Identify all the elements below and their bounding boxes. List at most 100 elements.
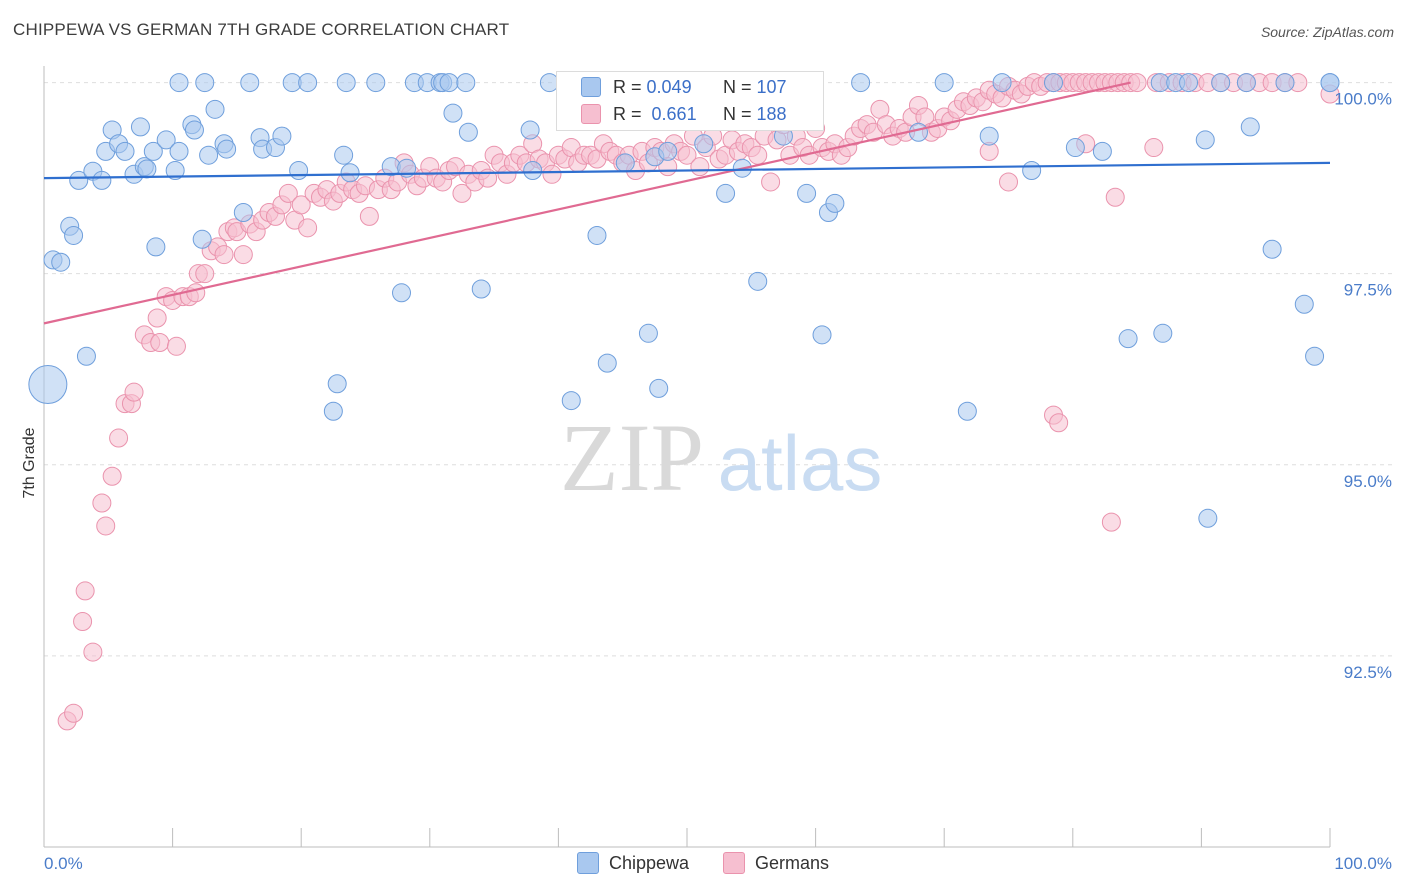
legend-r-label: R =: [613, 76, 642, 97]
germans-point: [298, 218, 318, 238]
chippewa-point: [992, 73, 1012, 93]
germans-point: [64, 703, 84, 723]
germans-point: [278, 183, 298, 203]
chippewa-point: [233, 203, 253, 223]
trendlines: [43, 81, 1331, 325]
chippewa-point: [934, 73, 954, 93]
chippewa-point: [908, 122, 928, 142]
chippewa-point: [957, 401, 977, 421]
chippewa-trendline: [43, 161, 1331, 180]
chippewa-point: [240, 73, 260, 93]
chippewa-point: [327, 374, 347, 394]
chippewa-point: [797, 183, 817, 203]
chippewa-point: [1240, 117, 1260, 137]
legend-r-value: 0.661: [651, 103, 697, 124]
germans-point: [761, 172, 781, 192]
chippewa-swatch: [576, 852, 599, 874]
germans-point: [690, 157, 710, 177]
germans-point: [677, 145, 697, 165]
chart-title: CHIPPEWA VS GERMAN 7TH GRADE CORRELATION…: [13, 20, 510, 39]
chippewa-swatch: [581, 77, 601, 97]
chippewa-point: [1236, 73, 1256, 93]
germans-point: [92, 493, 112, 513]
chippewa-point: [1044, 73, 1064, 93]
bottom-legend: Chippewa Germans: [0, 852, 1406, 874]
y-tick-label: 92.5%: [1344, 663, 1392, 682]
germans-point: [1049, 413, 1069, 433]
chippewa-point: [289, 160, 309, 180]
legend-n-label: N =: [723, 76, 752, 97]
germans-point: [291, 195, 311, 215]
legend-n-label: N =: [723, 103, 752, 124]
chippewa-point: [1211, 73, 1231, 93]
chippewa-point: [439, 73, 459, 93]
legend-label-germans: Germans: [755, 852, 830, 873]
germans-point: [150, 332, 170, 352]
germans-point: [1144, 138, 1164, 158]
chippewa-point: [443, 103, 463, 123]
legend-label-chippewa: Chippewa: [608, 852, 690, 873]
chippewa-point: [217, 139, 237, 159]
germans-point: [75, 581, 95, 601]
germans-point: [73, 611, 93, 631]
chippewa-point: [1065, 138, 1085, 158]
chippewa-point: [92, 170, 112, 190]
y-tick-label: 97.5%: [1344, 281, 1392, 300]
watermark-atlas: atlas: [718, 419, 883, 507]
chippewa-point: [456, 73, 476, 93]
chippewa-point: [334, 145, 354, 165]
chippewa-point: [192, 229, 212, 249]
chippewa-point: [851, 73, 871, 93]
chippewa-point: [392, 283, 412, 303]
chippewa-point: [51, 252, 71, 272]
chippewa-point: [649, 378, 669, 398]
chippewa-point: [615, 153, 635, 173]
chippewa-point: [523, 160, 543, 180]
x-tick-label: 100.0%: [1334, 854, 1392, 873]
chippewa-point: [1179, 73, 1199, 93]
chippewa-point: [1092, 141, 1112, 161]
legend-r-label: R =: [613, 103, 642, 124]
germans-point: [109, 428, 129, 448]
chippewa-point: [658, 141, 678, 161]
chippewa-point: [979, 126, 999, 146]
germans-point: [542, 164, 562, 184]
chippewa-point: [1198, 508, 1218, 528]
chippewa-point: [146, 237, 166, 257]
germans-point: [452, 183, 472, 203]
chippewa-point: [1195, 130, 1215, 150]
chippewa-point: [825, 193, 845, 213]
stats-legend: R = 0.049 N = 107 R = 0.661 N = 188: [556, 71, 824, 131]
chippewa-point: [205, 99, 225, 119]
germans-swatch: [581, 104, 601, 124]
watermark: ZIP atlas: [560, 404, 882, 511]
legend-item-germans: Germans: [723, 852, 829, 874]
chippewa-point: [115, 141, 135, 161]
germans-point: [186, 283, 206, 303]
chippewa-point: [1320, 73, 1340, 93]
germans-point: [195, 264, 215, 284]
germans-point: [359, 206, 379, 226]
y-tick-label: 100.0%: [1334, 90, 1392, 109]
chippewa-point: [1294, 294, 1314, 314]
chippewa-point: [169, 73, 189, 93]
chippewa-point: [587, 225, 607, 245]
gridlines: [44, 82, 1396, 657]
germans-point: [1127, 73, 1147, 93]
germans-point: [748, 145, 768, 165]
chippewa-point: [748, 271, 768, 291]
chippewa-point: [28, 365, 68, 405]
chippewa-point: [1275, 73, 1295, 93]
chippewa-point: [156, 130, 176, 150]
chippewa-point: [1118, 329, 1138, 349]
germans-point: [1105, 187, 1125, 207]
chippewa-point: [165, 160, 185, 180]
legend-n-value: 188: [756, 103, 787, 124]
chippewa-point: [298, 73, 318, 93]
chippewa-point: [76, 346, 96, 366]
legend-r-value: 0.049: [646, 76, 692, 97]
chippewa-point: [130, 117, 150, 137]
y-tick-labels: 92.5% 95.0% 97.5% 100.0%: [1334, 90, 1392, 682]
chippewa-point: [195, 73, 215, 93]
